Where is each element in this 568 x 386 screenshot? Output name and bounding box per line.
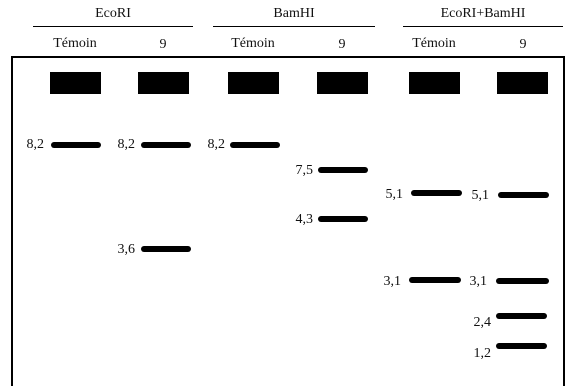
well-lane-6 bbox=[497, 72, 548, 94]
lane-label-double-9: 9 bbox=[519, 37, 527, 52]
band bbox=[496, 278, 549, 284]
enzyme-label-ecori-bamhi: EcoRI+BamHI bbox=[440, 6, 526, 21]
band bbox=[230, 142, 280, 148]
band bbox=[318, 167, 368, 173]
well-lane-1 bbox=[50, 72, 101, 94]
band bbox=[496, 343, 547, 349]
lane-label-bamhi-control: Témoin bbox=[231, 36, 275, 51]
band-size-label: 4,3 bbox=[295, 212, 314, 227]
band-size-label: 2,4 bbox=[473, 315, 492, 330]
well-lane-2 bbox=[138, 72, 189, 94]
band-size-label: 8,2 bbox=[26, 137, 45, 152]
band-size-label: 5,1 bbox=[471, 188, 490, 203]
band bbox=[498, 192, 549, 198]
lane-label-double-control: Témoin bbox=[412, 36, 456, 51]
well-lane-4 bbox=[317, 72, 368, 94]
band bbox=[411, 190, 462, 196]
band-size-label: 3,6 bbox=[117, 242, 136, 257]
band-size-label: 8,2 bbox=[117, 137, 136, 152]
band-size-label: 5,1 bbox=[385, 187, 404, 202]
enzyme-underline-bamhi bbox=[213, 26, 375, 27]
band-size-label: 8,2 bbox=[207, 137, 226, 152]
enzyme-label-ecori: EcoRI bbox=[95, 6, 131, 21]
well-lane-3 bbox=[228, 72, 279, 94]
enzyme-underline-ecori-bamhi bbox=[403, 26, 563, 27]
well-lane-5 bbox=[409, 72, 460, 94]
enzyme-underline-ecori bbox=[33, 26, 193, 27]
gel-frame bbox=[11, 56, 565, 386]
band-size-label: 7,5 bbox=[295, 163, 314, 178]
band-size-label: 1,2 bbox=[473, 346, 492, 361]
band bbox=[496, 313, 547, 319]
band-size-label: 3,1 bbox=[469, 274, 488, 289]
band-size-label: 3,1 bbox=[383, 274, 402, 289]
band bbox=[141, 142, 191, 148]
lane-label-bamhi-9: 9 bbox=[338, 37, 346, 52]
band bbox=[141, 246, 191, 252]
band bbox=[51, 142, 101, 148]
enzyme-label-bamhi: BamHI bbox=[273, 6, 315, 21]
lane-label-ecori-control: Témoin bbox=[53, 36, 97, 51]
band bbox=[409, 277, 461, 283]
lane-label-ecori-9: 9 bbox=[159, 37, 167, 52]
band bbox=[318, 216, 368, 222]
